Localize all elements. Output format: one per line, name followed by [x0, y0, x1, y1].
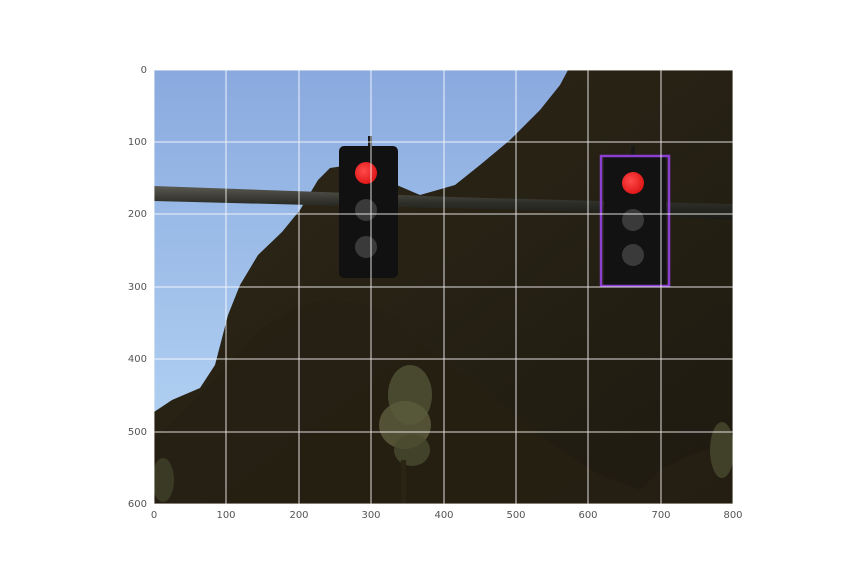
y-tick-label: 200	[128, 209, 147, 220]
x-tick-label: 0	[151, 510, 157, 521]
y-tick-label: 0	[141, 65, 147, 76]
x-tick-label: 500	[506, 510, 525, 521]
tree-right	[710, 422, 733, 478]
x-axis: 0 100 200 300 400 500 600 700 800	[151, 510, 743, 521]
y-tick-label: 300	[128, 282, 147, 293]
y-axis: 0 100 200 300 400 500 600	[128, 65, 147, 510]
x-tick-label: 800	[723, 510, 742, 521]
grid	[153, 69, 734, 505]
x-tick-label: 300	[361, 510, 380, 521]
y-tick-label: 400	[128, 354, 147, 365]
tree-left	[154, 458, 174, 502]
x-tick-label: 400	[434, 510, 453, 521]
tree-center	[379, 365, 432, 504]
x-tick-label: 100	[216, 510, 235, 521]
detection-box	[599, 154, 671, 288]
y-tick-label: 600	[128, 499, 147, 510]
traffic-light-left	[339, 136, 398, 278]
y-tick-label: 100	[128, 137, 147, 148]
traffic-light-right	[604, 146, 666, 286]
x-tick-label: 200	[289, 510, 308, 521]
y-tick-label: 500	[128, 427, 147, 438]
x-tick-label: 600	[578, 510, 597, 521]
x-tick-label: 700	[651, 510, 670, 521]
